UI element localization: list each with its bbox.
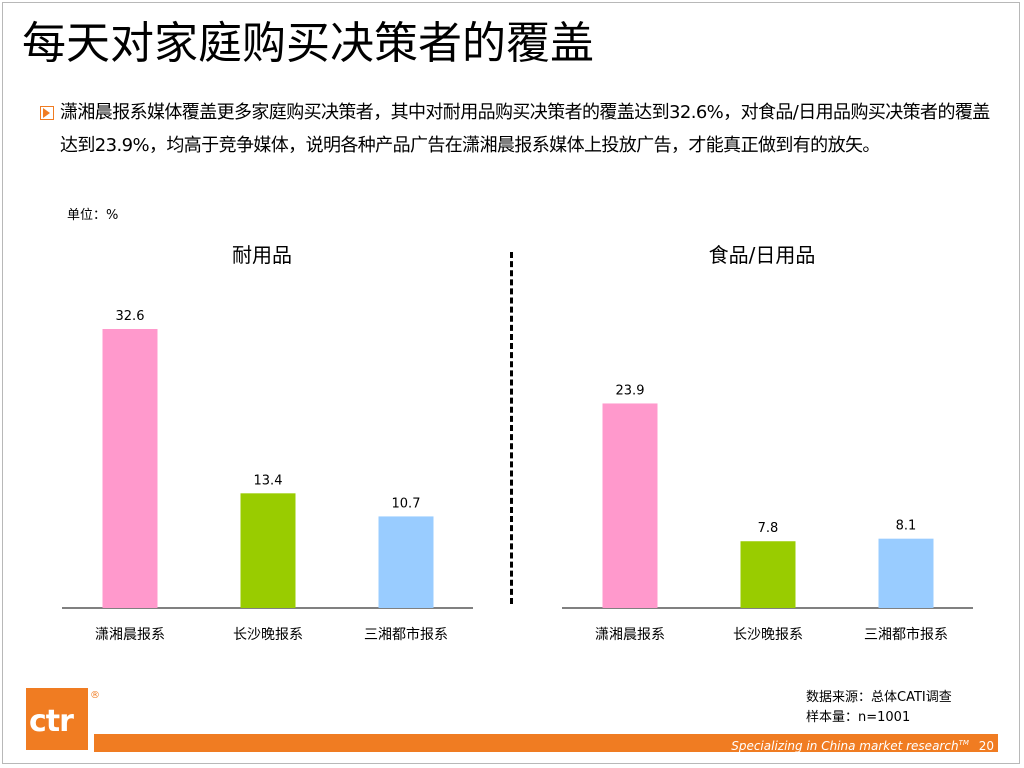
data-label: 23.9: [616, 383, 645, 398]
bar-green: [740, 541, 796, 608]
bar-pink: [102, 329, 158, 608]
category-label: 三湘都市报系: [864, 626, 948, 643]
bullet-arrow-icon: [40, 106, 54, 120]
data-label: 8.1: [896, 519, 917, 534]
data-label: 7.8: [758, 521, 779, 536]
data-label: 13.4: [254, 473, 283, 488]
chart-title-durables: 耐用品: [232, 243, 292, 267]
category-label: 长沙晚报系: [233, 627, 303, 643]
unit-label: 单位：%: [67, 208, 119, 223]
page-number: 20: [978, 739, 994, 753]
registered-mark-icon: ®: [90, 690, 100, 701]
bar-pink: [602, 403, 658, 608]
footer-bar: [94, 734, 998, 752]
category-label: 潇湘晨报系: [595, 627, 665, 643]
bar-green: [240, 493, 296, 608]
footer-tagline: Specializing in China market researchTM …: [731, 734, 994, 755]
chart-title-daily-goods: 食品/日用品: [708, 243, 816, 267]
ctr-logo-text: ctr: [29, 704, 74, 739]
bar-blue: [878, 538, 934, 608]
description-text: 潇湘晨报系媒体覆盖更多家庭购买决策者，其中对耐用品购买决策者的覆盖达到32.6%…: [60, 102, 990, 156]
data-label: 32.6: [116, 309, 145, 324]
trademark-mark: TM: [958, 739, 969, 747]
sample-size: 样本量：n=1001: [806, 710, 911, 725]
dashed-divider: [510, 252, 513, 604]
data-label: 10.7: [392, 496, 421, 511]
page-title: 每天对家庭购买决策者的覆盖: [22, 18, 594, 69]
tagline-text: Specializing in China market research: [731, 739, 959, 753]
footnote: 数据来源：总体CATI调查 样本量：n=1001: [806, 688, 952, 728]
category-label: 三湘都市报系: [364, 626, 448, 643]
category-label: 长沙晚报系: [733, 627, 803, 643]
bar-blue: [378, 516, 434, 608]
category-label: 潇湘晨报系: [95, 627, 165, 643]
ctr-logo: [26, 688, 88, 750]
data-source: 数据来源：总体CATI调查: [806, 690, 952, 705]
